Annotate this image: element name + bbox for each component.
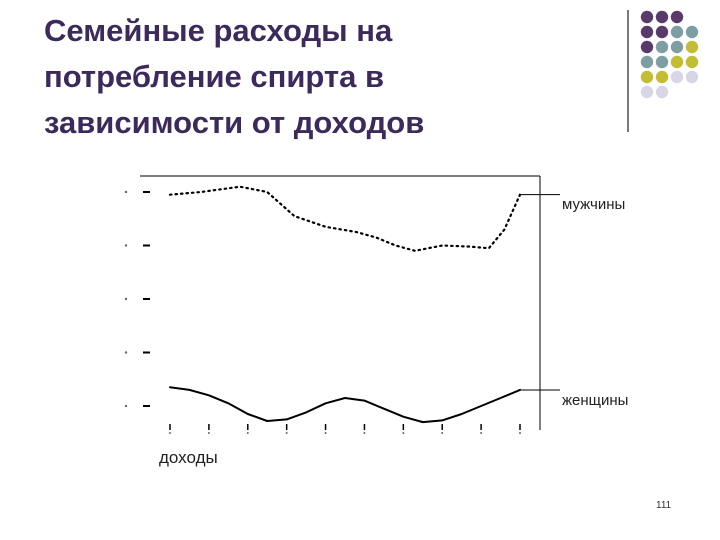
x-tick-mark-label	[285, 432, 288, 434]
title-line-1: Семейные расходы на	[44, 13, 393, 48]
x-tick-mark-label	[402, 432, 405, 434]
decorative-divider	[627, 10, 629, 132]
legend-label-men: мужчины	[562, 196, 626, 213]
x-tick-mark-label	[324, 432, 327, 434]
decorative-dot-grid	[640, 10, 699, 99]
title-line-2: потребление спирта в	[44, 59, 385, 94]
x-tick-mark-label	[363, 432, 366, 434]
decor-dot	[640, 40, 654, 54]
x-tick-mark-label	[519, 432, 521, 434]
decor-dot	[685, 40, 699, 54]
y-tick-mark-label	[124, 190, 128, 194]
decor-dot	[655, 85, 669, 99]
y-tick-mark-label	[124, 351, 128, 354]
decor-dot	[640, 85, 654, 99]
decor-dot	[655, 55, 669, 69]
x-tick-mark-label	[207, 432, 210, 434]
y-tick-mark-label	[124, 404, 128, 408]
decor-dot	[655, 10, 669, 24]
x-tick-mark-label	[169, 432, 171, 434]
page-title: Семейные расходы на потребление спирта в…	[44, 8, 604, 146]
decor-dot	[670, 40, 684, 54]
decor-dot	[640, 10, 654, 24]
x-tick-mark-label	[246, 432, 249, 434]
decor-dot	[670, 25, 684, 39]
decor-dot	[655, 25, 669, 39]
series-line-women	[169, 386, 521, 424]
decor-dot	[685, 55, 699, 69]
decor-dot	[685, 25, 699, 39]
series-line-men	[168, 185, 522, 252]
legend-label-women: женщины	[562, 392, 629, 409]
decor-dot	[655, 70, 669, 84]
y-tick-mark-label	[124, 244, 128, 247]
decor-dot	[655, 40, 669, 54]
decor-dot	[670, 70, 684, 84]
decor-dot	[670, 10, 684, 24]
page-number: 111	[656, 500, 672, 511]
decor-dot	[640, 25, 654, 39]
decor-dot	[640, 55, 654, 69]
title-line-3: зависимости от доходов	[44, 105, 425, 140]
decor-dot	[685, 70, 699, 84]
decor-dot	[670, 55, 684, 69]
decor-dot	[640, 70, 654, 84]
x-tick-mark-label	[480, 432, 483, 434]
y-tick-mark-label	[124, 297, 128, 301]
x-axis-label: доходы	[159, 448, 218, 467]
x-tick-mark-label	[441, 432, 444, 434]
